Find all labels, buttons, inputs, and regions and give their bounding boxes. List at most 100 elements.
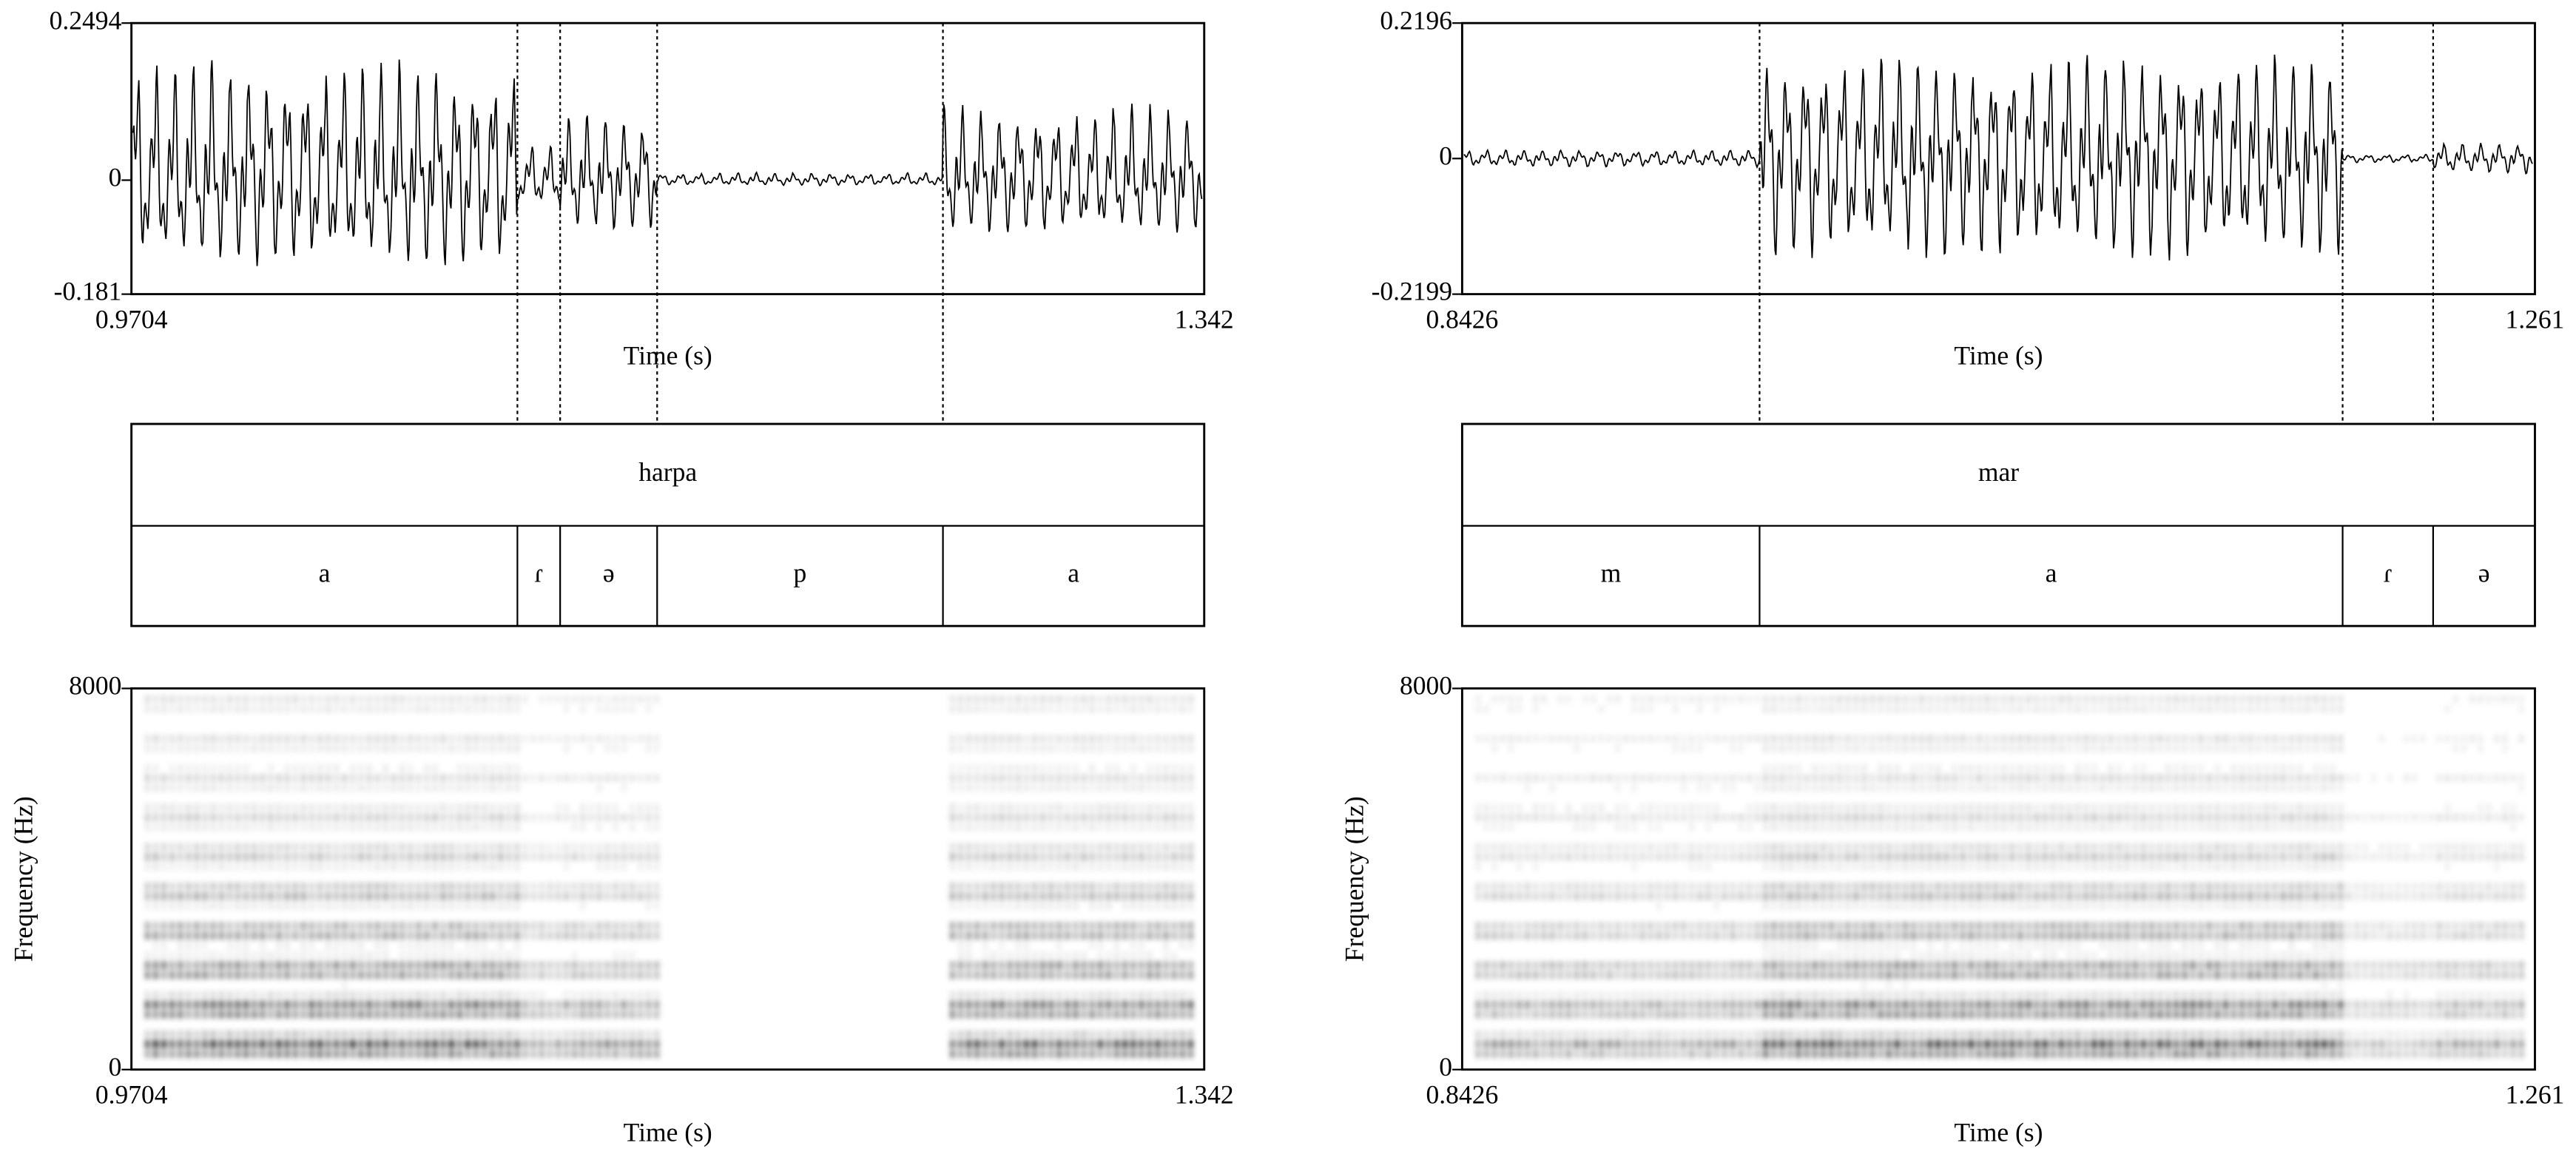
spectrogram-cell	[391, 1000, 397, 1009]
spectrogram-cell	[1796, 1039, 1801, 1048]
spectrogram-cell	[1852, 744, 1859, 753]
spectrogram-cell	[1631, 1050, 1637, 1059]
spectrogram-cell	[2009, 961, 2015, 970]
spectrogram-cell	[1910, 951, 1917, 960]
spectrogram-cell	[465, 734, 471, 743]
spectrogram-cell	[169, 931, 175, 940]
spectrogram-cell	[1565, 961, 1572, 970]
spectrogram-cell	[497, 971, 504, 979]
spectrogram-cell	[1976, 921, 1983, 931]
spectrogram-cell	[596, 1000, 602, 1009]
spectrogram-cell	[949, 931, 956, 940]
spectrogram-cell	[341, 695, 348, 704]
spectrogram-cell	[2198, 695, 2205, 704]
spectrogram-cell	[1073, 931, 1079, 940]
spectrogram-cell	[1804, 695, 1810, 704]
spectrogram-cell	[144, 882, 151, 891]
spectrogram-cell	[1039, 843, 1046, 852]
spectrogram-cell	[2182, 823, 2188, 832]
spectrogram-cell	[1943, 1030, 1949, 1039]
spectrogram-cell	[2124, 1000, 2131, 1009]
spectrogram-cell	[1992, 1000, 1999, 1009]
spectrogram-cell	[1960, 744, 1966, 753]
spectrogram-cell	[1968, 971, 1975, 979]
spectrogram-cell	[391, 1039, 397, 1048]
spectrogram-cell	[243, 803, 249, 812]
spectrogram-cell	[317, 971, 323, 979]
spectrogram-cell	[514, 951, 520, 960]
spectrogram-cell	[1015, 1030, 1022, 1039]
spectrogram-cell	[1869, 774, 1875, 783]
spectrogram-cell	[1064, 921, 1070, 931]
spectrogram-cell	[991, 1000, 997, 1009]
spectrogram-cell	[1926, 695, 1933, 704]
spectrogram-cell	[637, 813, 644, 822]
spectrogram-cell	[571, 852, 578, 861]
spectrogram-cell	[2280, 951, 2287, 960]
spectrogram-cell	[1073, 862, 1079, 871]
spectrogram-cell	[2239, 843, 2245, 852]
spectrogram-cell	[1672, 891, 1679, 901]
spectrogram-cell	[555, 843, 562, 852]
spectrogram-cell	[1688, 1000, 1695, 1009]
spectrogram-cell	[2042, 852, 2049, 861]
spectrogram-cell	[2050, 1039, 2057, 1048]
spectrogram-cell	[2182, 882, 2188, 891]
spectrogram-cell	[965, 813, 972, 822]
spectrogram-cell	[949, 704, 956, 713]
spectrogram-cell	[276, 971, 282, 979]
spectrogram-cell	[637, 931, 644, 940]
spectrogram-cell	[2214, 1000, 2221, 1009]
spectrogram-cell	[448, 704, 455, 713]
spectrogram-cell	[2042, 803, 2049, 812]
spectrogram-cell	[251, 862, 257, 871]
spectrogram-cell	[1935, 951, 1941, 960]
spectrogram-cell	[1935, 763, 1941, 772]
spectrogram-cell	[1508, 961, 1514, 970]
spectrogram-cell	[1935, 1039, 1941, 1048]
spectrogram-cell	[1105, 951, 1112, 960]
spectrogram-cell	[1770, 1010, 1777, 1019]
spectrogram-cell	[563, 803, 570, 812]
spectrogram-cell	[1015, 783, 1022, 792]
spectrogram-cell	[514, 1039, 520, 1048]
spectrogram-cell	[366, 971, 372, 979]
spectrogram-cell	[243, 891, 249, 901]
spectrogram-cell	[1147, 971, 1153, 979]
spectrogram-cell	[2034, 783, 2040, 792]
spectrogram-cell	[1968, 774, 1975, 783]
spectrogram-cell	[1796, 961, 1801, 970]
spectrogram-cell	[1557, 695, 1563, 704]
spectrogram-cell	[350, 961, 356, 970]
spectrogram-cell	[2198, 803, 2205, 812]
spectrogram-cell	[1680, 882, 1687, 891]
spectrogram-cell	[974, 852, 980, 861]
spectrogram-cell	[629, 961, 635, 970]
spectrogram-cell	[2091, 823, 2097, 832]
spectrogram-cell	[1878, 991, 1884, 999]
spectrogram-cell	[1187, 1000, 1194, 1009]
spectrogram-cell	[1943, 991, 1949, 999]
spectrogram-cell	[226, 961, 233, 970]
waveform	[132, 59, 1203, 266]
spectrogram-cell	[1688, 931, 1695, 940]
spectrogram-cell	[243, 813, 249, 822]
spectrogram-cell	[974, 1050, 980, 1059]
spectrogram-cell	[341, 862, 348, 871]
spectrogram-cell	[333, 941, 340, 950]
spectrogram-cell	[1754, 1050, 1761, 1059]
spectrogram-cell	[1910, 823, 1917, 832]
spectrogram-cell	[2074, 1010, 2081, 1019]
spectrogram-cell	[2140, 971, 2147, 979]
spectrogram-cell	[1081, 744, 1087, 753]
spectrogram-cell	[2108, 882, 2114, 891]
spectrogram-cell	[300, 971, 307, 979]
spectrogram-cell	[1056, 1050, 1062, 1059]
spectrogram-cell	[1738, 774, 1744, 783]
spectrogram-cell	[1688, 891, 1695, 901]
spectrogram-cell	[432, 744, 438, 753]
spectrogram-cell	[999, 763, 1005, 772]
spectrogram-cell	[1722, 843, 1728, 852]
spectrogram-cell	[399, 704, 405, 713]
spectrogram-cell	[489, 1030, 496, 1039]
